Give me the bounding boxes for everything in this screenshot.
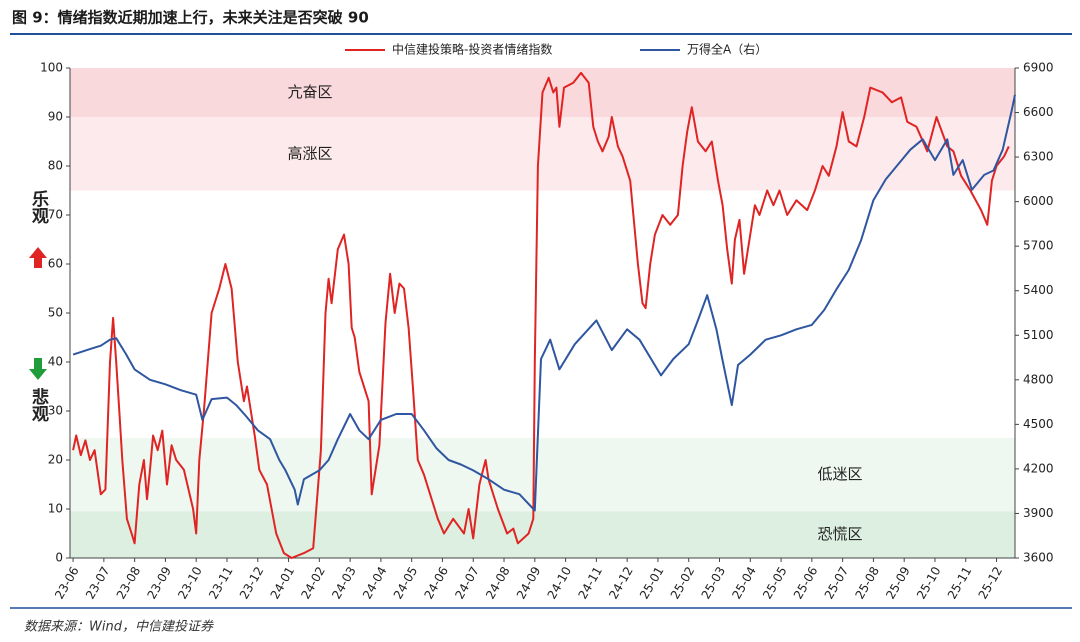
x-tick-label: 23-10 [175,564,205,601]
zone-band [70,117,1015,191]
x-tick-label: 24-01 [268,564,298,601]
y2-tick-label: 5400 [1023,283,1054,297]
x-tick-label: 24-11 [575,564,605,601]
x-tick-label: 25-08 [852,564,882,601]
y-tick-label: 50 [48,306,63,320]
x-tick-label: 23-09 [144,564,174,601]
y-tick-label: 0 [55,551,63,565]
y2-tick-label: 6900 [1023,61,1054,75]
zone-band [70,511,1015,558]
y2-tick-label: 4800 [1023,372,1054,386]
side-label: 悲观 [28,387,50,422]
x-tick-label: 25-01 [637,564,667,601]
x-tick-label: 24-06 [422,564,452,601]
x-tick-label: 25-07 [822,564,852,601]
side-label: 乐观 [28,190,50,224]
zone-label: 高涨区 [287,144,332,162]
x-tick-label: 23-07 [83,564,113,601]
x-tick-label: 24-04 [360,564,390,601]
x-tick-label: 25-04 [729,564,759,601]
legend-label: 中信建投策略-投资者情绪指数 [392,42,552,57]
y2-tick-label: 6000 [1023,194,1054,208]
y-tick-label: 90 [48,110,63,124]
y2-tick-label: 5700 [1023,239,1054,253]
x-tick-label: 24-05 [391,564,421,601]
y-tick-label: 70 [48,208,63,222]
x-tick-label: 25-09 [883,564,913,601]
y-tick-label: 40 [48,355,63,369]
zone-label: 亢奋区 [287,83,332,101]
x-tick-label: 24-08 [483,564,513,601]
chart-title: 图 9：情绪指数近期加速上行，未来关注是否突破 90 [12,9,369,27]
y-tick-label: 100 [40,61,63,75]
series-line [72,71,1010,559]
x-tick-label: 24-09 [514,564,544,601]
x-tick-label: 24-02 [298,564,328,601]
x-tick-label: 24-07 [452,564,482,601]
x-tick-label: 23-12 [237,564,267,601]
x-tick-label: 24-03 [329,564,359,601]
x-tick-label: 24-10 [545,564,575,601]
zone-label: 恐慌区 [817,525,862,543]
y2-tick-label: 3600 [1023,551,1054,565]
x-tick-label: 25-02 [668,564,698,601]
zone-label: 低迷区 [817,465,862,483]
x-tick-label: 23-06 [52,564,82,601]
y2-tick-label: 6300 [1023,150,1054,164]
y-tick-label: 60 [48,257,63,271]
y2-tick-label: 4500 [1023,417,1054,431]
up-arrow [29,247,47,268]
x-tick-label: 25-03 [699,564,729,601]
series-line [72,94,1016,512]
x-tick-label: 24-12 [606,564,636,601]
source-note: 数据来源：Wind，中信建投证券 [24,620,214,635]
x-tick-label: 25-12 [976,564,1006,601]
y-tick-label: 10 [48,502,63,516]
x-tick-label: 25-05 [760,564,790,601]
y2-tick-label: 3900 [1023,506,1054,520]
y-tick-label: 30 [48,404,63,418]
y2-tick-label: 4200 [1023,461,1054,475]
x-tick-label: 25-10 [914,564,944,601]
y-tick-label: 20 [48,453,63,467]
x-tick-label: 23-11 [206,564,236,601]
y-tick-label: 80 [48,159,63,173]
x-tick-label: 25-06 [791,564,821,601]
y2-tick-label: 5100 [1023,328,1054,342]
legend-label: 万得全A（右） [687,42,767,57]
down-arrow [29,358,47,380]
x-tick-label: 25-11 [945,564,975,601]
x-tick-label: 23-08 [114,564,144,601]
zone-band [70,437,1015,512]
y2-tick-label: 6600 [1023,105,1054,119]
